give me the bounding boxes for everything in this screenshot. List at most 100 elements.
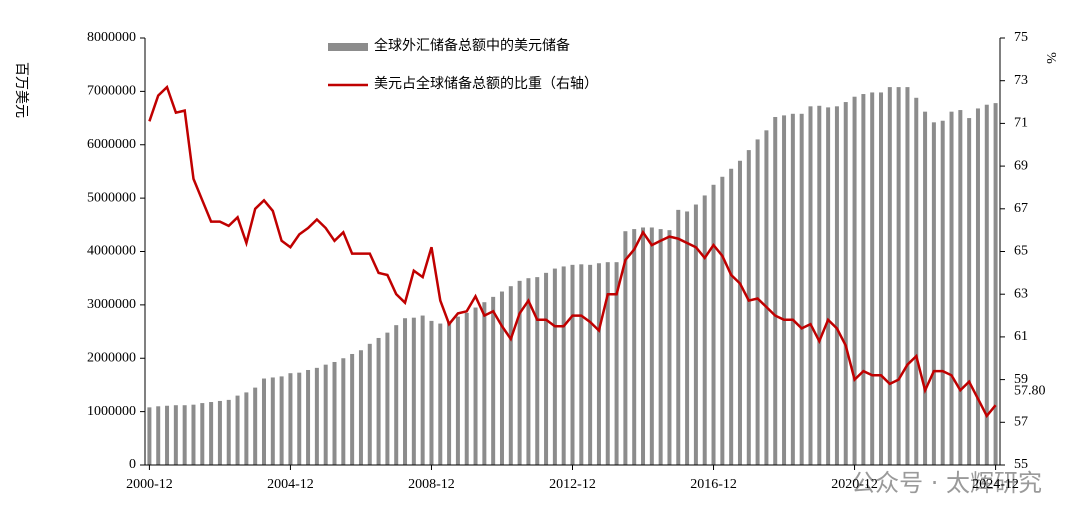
y2-tick-label: 69 — [1014, 158, 1028, 173]
x-tick-label: 2012-12 — [549, 477, 596, 492]
bar — [447, 321, 452, 465]
bar — [790, 113, 795, 465]
y2-tick-label: 61 — [1014, 329, 1028, 344]
bar — [226, 399, 231, 465]
bar — [173, 405, 178, 465]
y2-tick-label: 75 — [1014, 30, 1028, 45]
bar — [905, 87, 910, 465]
bar — [253, 387, 258, 465]
y-tick-label: 6000000 — [87, 137, 136, 152]
y-tick-label: 0 — [129, 457, 136, 472]
bar — [729, 168, 734, 466]
bar — [279, 376, 284, 465]
bar — [808, 106, 813, 465]
bar — [632, 229, 637, 465]
x-tick-label: 2004-12 — [267, 477, 314, 492]
bar — [165, 405, 170, 465]
bar — [544, 272, 549, 465]
bar — [438, 323, 443, 465]
x-tick-label: 2016-12 — [690, 477, 737, 492]
y-tick-label: 2000000 — [87, 350, 136, 365]
bar — [931, 122, 936, 466]
bar — [570, 264, 575, 465]
bar — [491, 296, 496, 465]
bar — [685, 211, 690, 465]
bar — [949, 111, 954, 465]
y-axis-label: 百万美元 — [13, 62, 29, 118]
bar — [323, 364, 328, 465]
bar — [403, 318, 408, 465]
bar — [993, 103, 998, 466]
bar — [773, 116, 778, 466]
bar — [896, 87, 901, 465]
y-tick-label: 5000000 — [87, 190, 136, 205]
y2-tick-label: 73 — [1014, 73, 1028, 88]
x-tick-label: 2024-12 — [972, 477, 1019, 492]
bar — [191, 404, 196, 465]
bar — [561, 266, 566, 465]
bar — [588, 264, 593, 465]
bar — [482, 302, 487, 465]
bar — [235, 395, 240, 465]
bar — [852, 96, 857, 466]
bar — [367, 343, 372, 465]
bar — [394, 325, 399, 465]
bar — [702, 195, 707, 466]
bar — [209, 402, 214, 465]
bar — [200, 403, 205, 465]
bar — [975, 108, 980, 465]
bar — [861, 94, 866, 465]
bar — [843, 102, 848, 466]
bar — [817, 105, 822, 465]
bar — [826, 107, 831, 465]
bar — [261, 378, 266, 465]
bar — [984, 104, 989, 465]
bar — [526, 278, 531, 465]
bar — [649, 227, 654, 465]
bar — [958, 110, 963, 466]
y2-tick-label: 67 — [1014, 201, 1028, 216]
bar — [887, 87, 892, 465]
bar — [297, 372, 302, 465]
data-label: 57.80 — [1014, 383, 1046, 398]
bar — [314, 367, 319, 465]
x-tick-label: 2020-12 — [831, 477, 878, 492]
bar — [667, 230, 672, 465]
bar — [420, 315, 425, 465]
legend-label: 全球外汇储备总额中的美元储备 — [374, 37, 570, 54]
bar — [288, 373, 293, 465]
bar — [764, 130, 769, 465]
bar — [658, 229, 663, 465]
bar — [737, 160, 742, 465]
bar — [535, 277, 540, 465]
y-tick-label: 8000000 — [87, 30, 136, 45]
line — [148, 84, 997, 419]
bar — [341, 358, 346, 465]
y2-tick-label: 71 — [1014, 116, 1028, 131]
legend-swatch — [328, 43, 368, 51]
y-tick-label: 7000000 — [87, 84, 136, 99]
bar — [720, 176, 725, 465]
bar — [350, 353, 355, 465]
bar — [755, 139, 760, 465]
bar — [605, 262, 610, 465]
bar — [914, 97, 919, 465]
y2-tick-label: 57 — [1014, 415, 1028, 430]
bar — [623, 231, 628, 465]
bar — [596, 263, 601, 465]
bar — [676, 209, 681, 465]
x-tick-label: 2000-12 — [126, 477, 173, 492]
bar — [244, 392, 249, 465]
bar — [782, 115, 787, 466]
y2-tick-label: 59 — [1014, 372, 1028, 387]
bar — [834, 106, 839, 465]
bar — [358, 350, 363, 465]
bar — [464, 312, 469, 465]
y2-axis-label: % — [1043, 52, 1058, 64]
bar — [879, 92, 884, 465]
bar — [411, 317, 416, 465]
bar — [614, 262, 619, 465]
legend-label: 美元占全球储备总额的比重（右轴） — [374, 75, 598, 92]
bar — [147, 407, 152, 465]
